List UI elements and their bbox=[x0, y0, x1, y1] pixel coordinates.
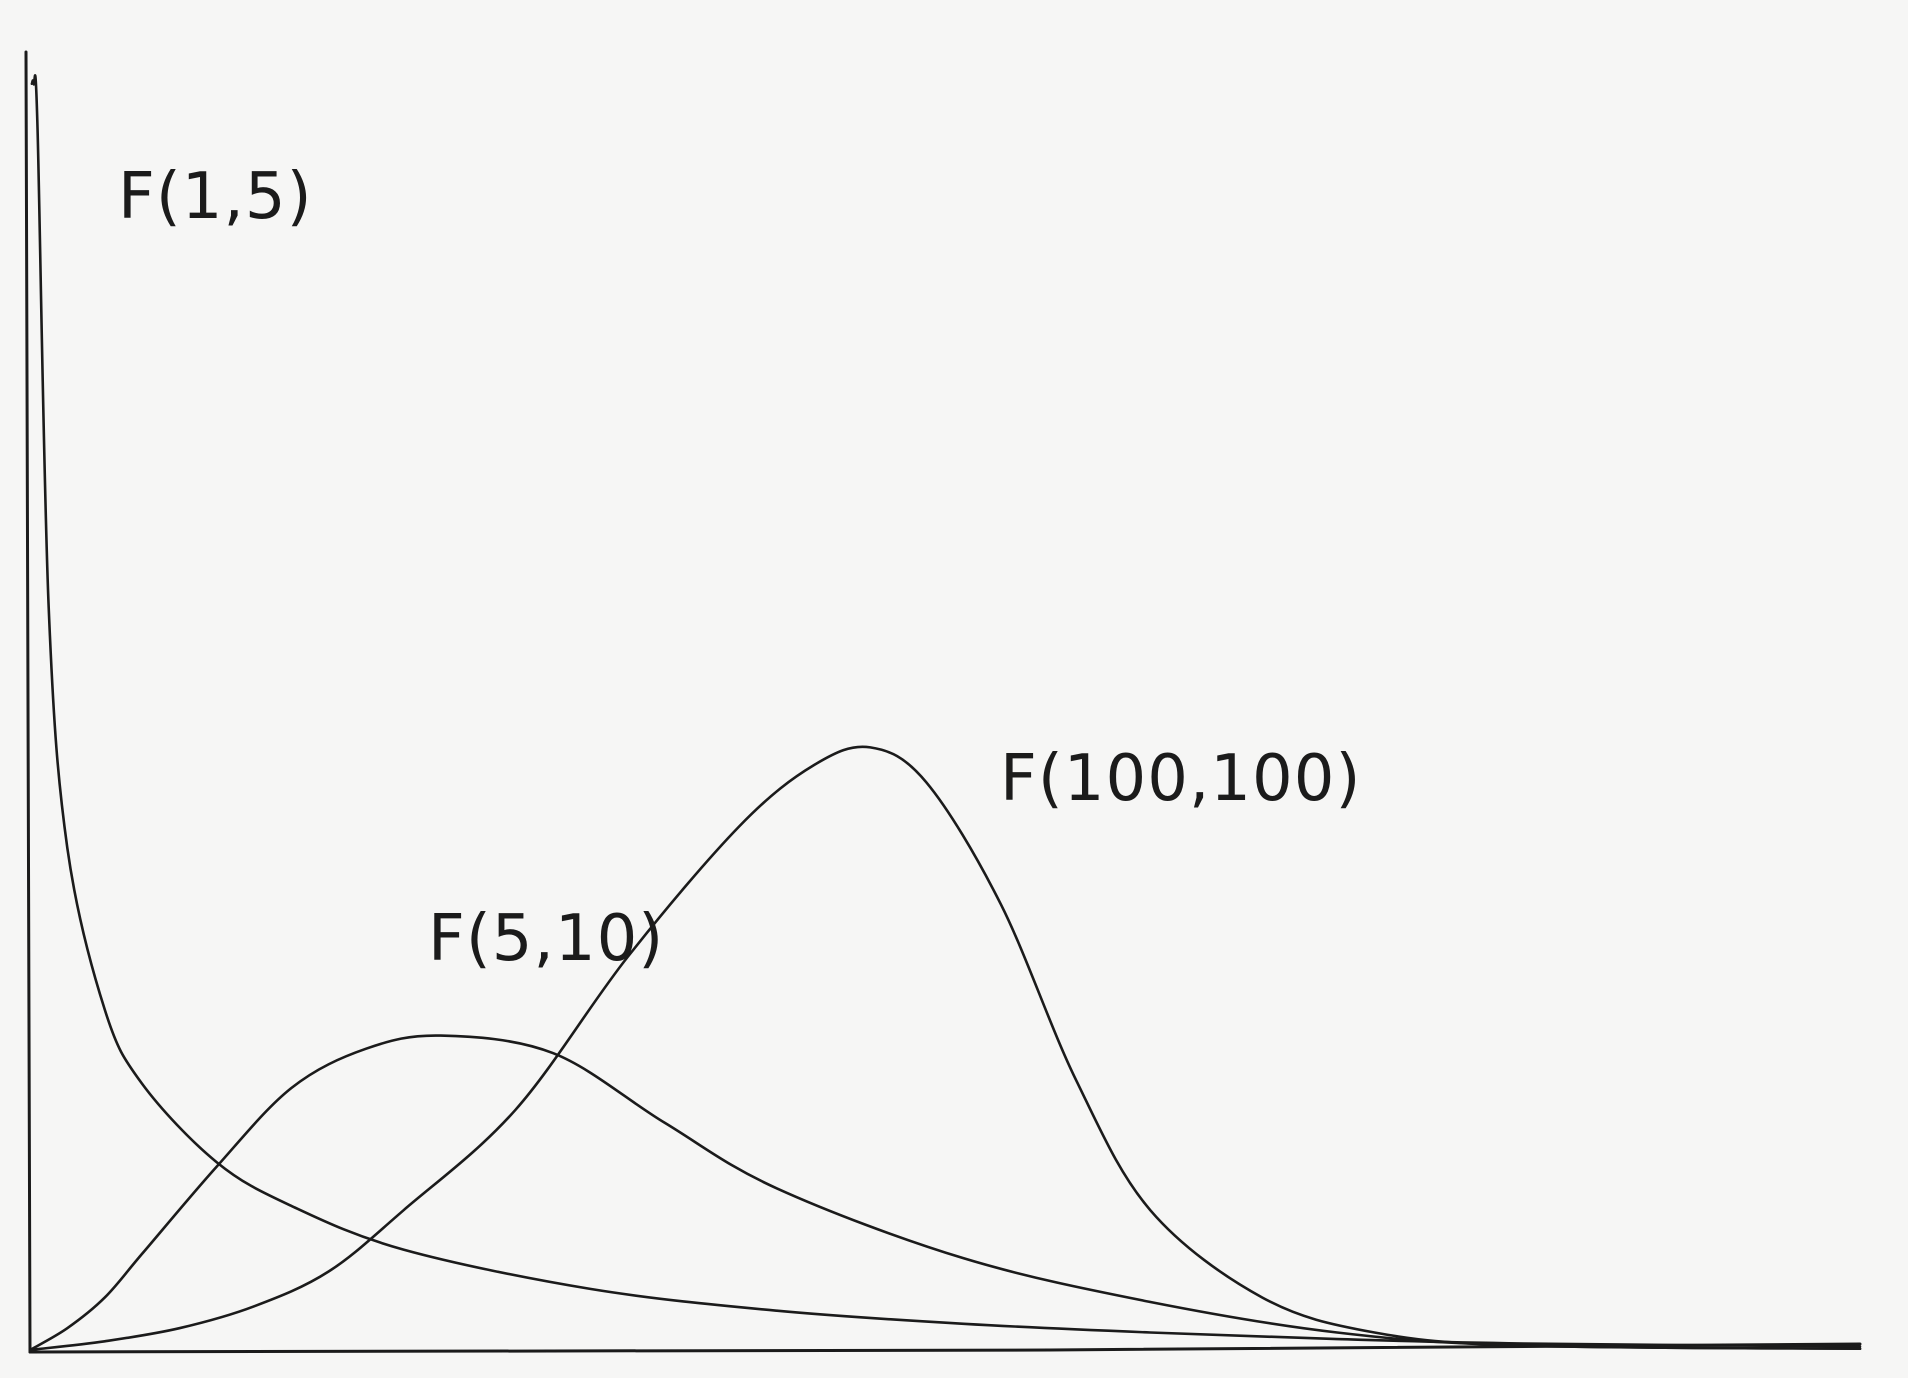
label-f-100-100: F(100,100) bbox=[1000, 742, 1361, 816]
series-line-1 bbox=[28, 1034, 1862, 1352]
label-f-1-5: F(1,5) bbox=[118, 160, 313, 234]
label-f-5-10: F(5,10) bbox=[428, 902, 664, 976]
series-curves bbox=[28, 74, 1862, 1352]
series-line-0 bbox=[30, 74, 1862, 1348]
y-axis bbox=[24, 50, 32, 1354]
series-line-2 bbox=[28, 745, 1862, 1352]
